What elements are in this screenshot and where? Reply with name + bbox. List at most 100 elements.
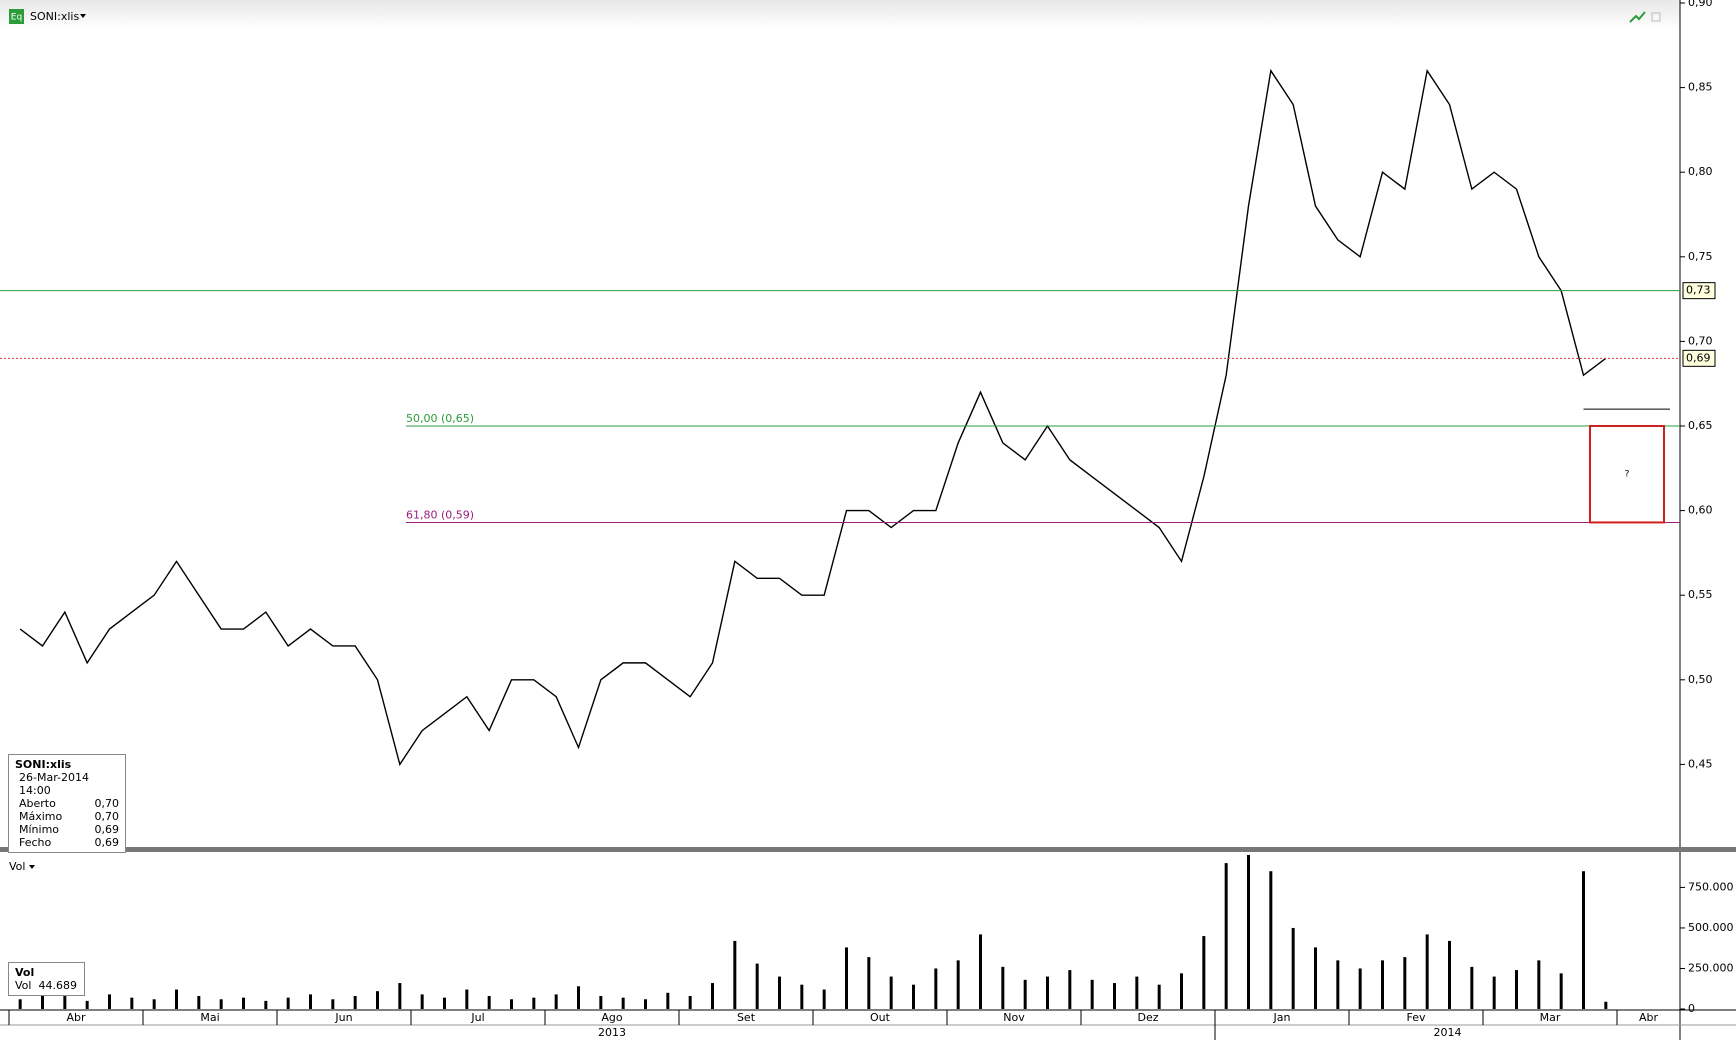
trend-icon[interactable] bbox=[1629, 11, 1646, 23]
volume-bar bbox=[1291, 927, 1295, 1009]
volume-bar bbox=[1157, 984, 1161, 1009]
volume-bar bbox=[822, 989, 826, 1009]
volume-bar bbox=[420, 994, 424, 1009]
volume-bar bbox=[1180, 973, 1183, 1009]
vol-box-value: 44.689 bbox=[38, 979, 77, 992]
volume-bar bbox=[577, 986, 580, 1009]
fib-label: 50,00 (0,65) bbox=[406, 412, 474, 425]
volume-bar bbox=[1403, 957, 1407, 1009]
x-tick-label: Mar bbox=[1540, 1011, 1561, 1024]
volume-bar bbox=[487, 996, 491, 1009]
vol-box-row: Vol 44.689 bbox=[15, 979, 78, 992]
x-tick-label: Nov bbox=[1003, 1011, 1025, 1024]
info-value: 0,69 bbox=[94, 836, 120, 849]
y-tick-label: 0,45 bbox=[1688, 757, 1713, 770]
volume-bar bbox=[242, 997, 245, 1009]
volume-bar bbox=[1448, 940, 1451, 1009]
volume-bar bbox=[152, 999, 156, 1009]
info-box: SONI:xlis 26-Mar-2014 14:00 Aberto 0,70 Má… bbox=[8, 754, 126, 853]
volume-bar bbox=[353, 996, 357, 1009]
volume-bar bbox=[1515, 970, 1518, 1009]
price-tag-label: 0,69 bbox=[1686, 351, 1711, 364]
info-datetime: 26-Mar-2014 14:00 bbox=[19, 771, 89, 797]
volume-bar bbox=[912, 984, 915, 1009]
volume-bar bbox=[778, 976, 781, 1009]
volume-bar bbox=[175, 989, 178, 1009]
y-tick-label: 250.000 bbox=[1688, 961, 1734, 974]
fib-label: 61,80 (0,59) bbox=[406, 508, 474, 521]
volume-bar bbox=[1582, 871, 1585, 1009]
info-label: Fecho bbox=[19, 836, 52, 849]
volume-bar bbox=[1135, 976, 1139, 1009]
vol-panel-label[interactable]: Vol bbox=[9, 860, 25, 873]
volume-bar bbox=[1001, 966, 1005, 1009]
volume-bar bbox=[1358, 968, 1362, 1009]
y-tick-label: 0,70 bbox=[1688, 334, 1713, 347]
x-tick-label: Set bbox=[737, 1011, 756, 1024]
y-tick-label: 0,80 bbox=[1688, 165, 1713, 178]
year-label: 2014 bbox=[1434, 1026, 1462, 1039]
info-row: Fecho 0,69 bbox=[15, 836, 119, 849]
x-tick-label: Fev bbox=[1406, 1011, 1425, 1024]
zone-label: ? bbox=[1625, 470, 1630, 480]
symbol-name[interactable]: SONI:xlis bbox=[30, 10, 79, 23]
volume-bar bbox=[621, 997, 625, 1009]
dropdown-arrow[interactable] bbox=[80, 14, 86, 18]
volume-bar bbox=[443, 997, 446, 1009]
volume-bar bbox=[889, 976, 893, 1009]
y-tick-label: 0,90 bbox=[1688, 0, 1713, 9]
volume-bar bbox=[979, 934, 982, 1009]
volume-bar bbox=[85, 1000, 89, 1009]
window-btn[interactable] bbox=[1651, 12, 1661, 22]
vol-box-title: Vol bbox=[15, 966, 35, 979]
volume-bar bbox=[18, 999, 22, 1009]
volume-bar bbox=[1470, 966, 1474, 1009]
vol-box-label: Vol bbox=[15, 979, 32, 992]
x-tick-label: Mai bbox=[200, 1011, 219, 1024]
volume-bar bbox=[376, 991, 379, 1009]
info-row: Mínimo 0,69 bbox=[15, 823, 119, 836]
volume-bar bbox=[956, 960, 960, 1009]
panel-separator bbox=[0, 847, 1736, 852]
info-label: Mínimo bbox=[19, 823, 60, 836]
volume-bar bbox=[711, 983, 714, 1009]
volume-bar bbox=[1269, 871, 1273, 1009]
volume-bar bbox=[733, 940, 737, 1009]
volume-bar bbox=[1068, 970, 1072, 1009]
y-tick-label: 0,50 bbox=[1688, 673, 1713, 686]
price-tag-label: 0,73 bbox=[1686, 284, 1711, 297]
volume-bar bbox=[465, 989, 469, 1009]
volume-bar bbox=[532, 997, 536, 1009]
y-tick-label: 500.000 bbox=[1688, 921, 1734, 934]
volume-bar bbox=[130, 997, 134, 1009]
volume-bar bbox=[1336, 960, 1340, 1009]
volume-bar bbox=[1113, 983, 1116, 1009]
volume-bar bbox=[286, 997, 290, 1009]
info-title: SONI:xlis bbox=[15, 758, 72, 771]
volume-bar bbox=[331, 999, 335, 1009]
volume-bar bbox=[644, 999, 647, 1009]
volume-bar bbox=[264, 1000, 268, 1009]
volume-bar bbox=[867, 957, 871, 1009]
info-value: 0,70 bbox=[94, 797, 120, 810]
volume-bar bbox=[41, 984, 44, 1009]
volume-bar bbox=[1559, 973, 1563, 1009]
symbol-icon[interactable] bbox=[9, 9, 24, 24]
volume-bar bbox=[398, 983, 402, 1009]
info-value: 0,70 bbox=[94, 810, 120, 823]
volume-bar bbox=[1314, 947, 1317, 1009]
volume-bar bbox=[309, 994, 312, 1009]
volume-bar bbox=[800, 984, 804, 1009]
volume-bar bbox=[934, 968, 938, 1009]
volume-bar bbox=[1537, 960, 1541, 1009]
price-line bbox=[19, 68, 1607, 767]
volume-bar bbox=[554, 994, 558, 1009]
volume-bar bbox=[1023, 979, 1027, 1009]
info-rows: Aberto 0,70 Máximo 0,70 Mínimo 0,69 Fecho 0,69 bbox=[15, 797, 119, 849]
volume-bar bbox=[688, 996, 692, 1009]
dropdown-arrow[interactable] bbox=[29, 865, 35, 869]
volume-bar bbox=[108, 994, 111, 1009]
volume-bar bbox=[1604, 1001, 1608, 1009]
volume-bar bbox=[1381, 960, 1384, 1009]
